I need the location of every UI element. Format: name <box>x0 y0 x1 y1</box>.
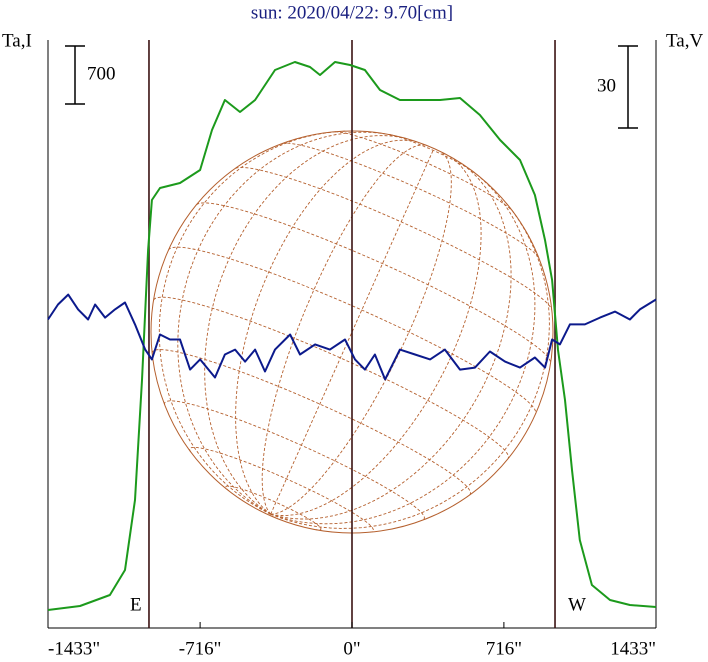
globe-grid <box>270 151 452 515</box>
globe-grid <box>270 202 550 529</box>
x-tick-label: -1433" <box>48 638 100 659</box>
y2-axis-label: Ta,V <box>666 30 703 51</box>
globe-grid <box>164 400 425 521</box>
x-tick-label: 1433" <box>610 638 656 659</box>
globe-grid <box>168 246 537 415</box>
x-tick-label: 716" <box>486 638 522 659</box>
globe-grid <box>270 171 536 525</box>
series-line <box>47 61 657 611</box>
globe-grid <box>335 131 513 212</box>
globe-grid <box>196 202 552 363</box>
series-line <box>47 293 657 381</box>
y-axis-label: Ta,I <box>2 30 32 51</box>
globe-grid <box>270 148 435 515</box>
scale-bar-label: 700 <box>87 63 116 84</box>
globe-grid <box>153 296 509 459</box>
globe-grid <box>158 130 346 515</box>
sun-globe <box>150 130 554 534</box>
globe-grid <box>177 131 391 515</box>
globe-grid <box>189 446 374 533</box>
globe-grid <box>282 142 540 259</box>
globe-grid <box>235 139 420 515</box>
globe-grid <box>235 166 553 310</box>
x-tick-label: 0" <box>343 638 360 659</box>
globe-grid <box>261 144 427 515</box>
limb-label: W <box>568 594 586 615</box>
chart-title: sun: 2020/04/22: 9.70[cm] <box>251 2 453 23</box>
globe-grid <box>225 485 322 531</box>
globe-grid <box>270 155 482 516</box>
globe-grid <box>389 134 475 173</box>
x-tick-label: -716" <box>179 638 222 659</box>
scale-bar-label: 30 <box>597 75 616 96</box>
limb-label: E <box>130 594 142 615</box>
